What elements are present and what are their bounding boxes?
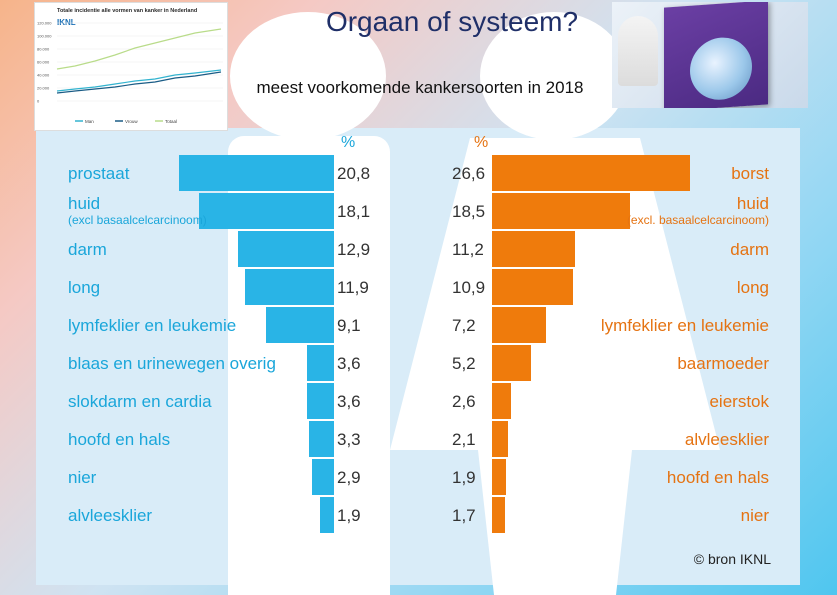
male-bar xyxy=(312,459,334,495)
male-category-label: blaas en urinewegen overig xyxy=(68,354,276,373)
male-category-sublabel: (excl basaalcelcarcinoom) xyxy=(68,213,207,227)
male-category-label: slokdarm en cardia xyxy=(68,392,212,411)
male-category-label: hoofd en hals xyxy=(68,430,171,449)
male-bar xyxy=(309,421,334,457)
female-bar xyxy=(492,459,507,495)
female-category-label: baarmoeder xyxy=(677,354,769,373)
female-bar xyxy=(492,307,546,343)
page-title: Orgaan of systeem? xyxy=(325,6,579,37)
thumbnail-y-tick: 60.000 xyxy=(37,60,50,65)
female-bar xyxy=(492,497,505,533)
male-bar xyxy=(319,497,334,533)
female-category-label: hoofd en hals xyxy=(666,468,769,487)
thumbnail-y-tick: 40.000 xyxy=(37,73,50,78)
female-category-label: borst xyxy=(731,164,769,183)
male-bar xyxy=(245,269,334,305)
male-bar xyxy=(179,155,334,191)
report-book xyxy=(664,2,768,108)
female-silhouette-body xyxy=(390,138,720,595)
source-credit: © bron IKNL xyxy=(693,551,771,567)
male-category-label: prostaat xyxy=(68,164,130,183)
female-category-label: alvleesklier xyxy=(684,430,769,449)
female-bar xyxy=(492,421,508,457)
thumbnail-line-man xyxy=(56,69,222,92)
thumbnail-y-tick: 100.000 xyxy=(37,34,52,39)
female-bar xyxy=(492,269,574,305)
thumbnail-incidence-chart: Totale incidentie alle vormen van kanker… xyxy=(34,2,228,131)
thumbnail-logo: IKNL xyxy=(57,18,76,27)
globe-icon xyxy=(690,35,752,102)
thumbnail-legend-label: Vrouw xyxy=(125,119,138,124)
female-bar xyxy=(492,193,630,229)
thumbnail-y-tick: 20.000 xyxy=(37,86,50,91)
female-value-label: 26,6 xyxy=(452,164,486,183)
female-category-sublabel: (excl. basaalcelcarcinoom) xyxy=(626,213,769,227)
female-category-label: darm xyxy=(730,240,769,259)
thumbnail-line-totaal xyxy=(56,28,222,70)
thumbnail-legend-label: Totaal xyxy=(165,119,177,124)
thumbnail-y-tick: 80.000 xyxy=(37,47,50,52)
researcher-image xyxy=(618,16,658,86)
male-bar xyxy=(307,345,334,381)
female-category-label: lymfeklier en leukemie xyxy=(600,316,769,335)
female-silhouette-head xyxy=(480,12,628,140)
female-bar xyxy=(492,345,531,381)
thumbnail-legend-label: Man xyxy=(85,119,94,124)
male-value-label: 18,1 xyxy=(337,202,371,221)
female-value-label: 11,2 xyxy=(452,240,484,259)
male-category-label: darm xyxy=(68,240,107,259)
thumbnail-y-tick: 0 xyxy=(37,99,40,104)
male-category-label: long xyxy=(68,278,101,297)
female-value-label: 1,9 xyxy=(452,468,476,487)
male-percent-header: % xyxy=(341,134,356,151)
male-value-label: 3,6 xyxy=(337,354,361,373)
female-category-label: eierstok xyxy=(709,392,769,411)
male-bar xyxy=(307,383,334,419)
male-category-label: nier xyxy=(68,468,97,487)
female-bar xyxy=(492,155,691,191)
male-bar xyxy=(266,307,334,343)
male-value-label: 1,9 xyxy=(337,506,361,525)
thumbnail-line-vrouw xyxy=(56,71,222,94)
female-percent-header: % xyxy=(474,134,489,151)
male-category-label: huid xyxy=(68,194,101,213)
female-value-label: 10,9 xyxy=(452,278,486,297)
female-value-label: 5,2 xyxy=(452,354,476,373)
female-category-label: long xyxy=(736,278,769,297)
male-value-label: 2,9 xyxy=(337,468,361,487)
male-value-label: 3,6 xyxy=(337,392,361,411)
female-value-label: 2,1 xyxy=(452,430,476,449)
male-bar xyxy=(237,231,334,267)
male-value-label: 9,1 xyxy=(337,316,361,335)
male-category-label: alvleesklier xyxy=(68,506,153,525)
male-value-label: 3,3 xyxy=(337,430,361,449)
female-value-label: 18,5 xyxy=(452,202,486,221)
female-value-label: 7,2 xyxy=(452,316,476,335)
thumbnail-report-cover xyxy=(612,2,808,108)
female-category-label: nier xyxy=(740,506,769,525)
thumbnail-title: Totale incidentie alle vormen van kanker… xyxy=(57,8,197,14)
male-value-label: 12,9 xyxy=(337,240,371,259)
male-silhouette-head xyxy=(230,12,386,140)
female-bar xyxy=(492,383,512,419)
male-value-label: 11,9 xyxy=(337,278,369,297)
female-value-label: 1,7 xyxy=(452,506,476,525)
female-value-label: 2,6 xyxy=(452,392,476,411)
male-bar xyxy=(199,193,334,229)
female-bar xyxy=(492,231,576,267)
female-category-label: huid xyxy=(736,194,769,213)
male-category-label: lymfeklier en leukemie xyxy=(68,316,237,335)
thumbnail-y-tick: 120.000 xyxy=(37,21,52,26)
male-value-label: 20,8 xyxy=(337,164,371,183)
chart-subtitle: meest voorkomende kankersoorten in 2018 xyxy=(256,78,584,97)
